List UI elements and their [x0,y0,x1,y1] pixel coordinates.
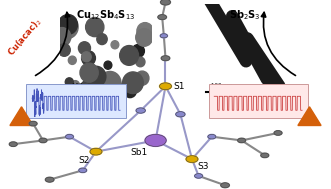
Circle shape [161,0,170,5]
Circle shape [158,15,166,19]
Circle shape [261,153,269,158]
Circle shape [29,121,37,126]
Polygon shape [10,107,33,125]
Circle shape [161,56,170,61]
Circle shape [208,134,216,139]
Circle shape [136,108,145,113]
Circle shape [79,168,87,173]
Polygon shape [298,107,321,125]
FancyBboxPatch shape [26,84,126,118]
Circle shape [160,83,171,90]
Circle shape [90,148,102,155]
Circle shape [238,138,246,143]
FancyBboxPatch shape [209,84,308,118]
Circle shape [160,34,167,38]
Circle shape [9,142,17,146]
Text: S1: S1 [174,82,185,91]
Text: S2: S2 [79,156,90,165]
Circle shape [176,112,185,117]
Text: S3: S3 [197,162,209,171]
Text: Cu(acac)$_2$: Cu(acac)$_2$ [5,15,44,59]
Circle shape [45,177,54,182]
Circle shape [66,134,73,139]
Circle shape [145,134,166,146]
Circle shape [221,183,229,188]
Text: Sb1: Sb1 [130,148,147,157]
Circle shape [186,156,198,163]
Circle shape [39,138,47,143]
Circle shape [274,131,282,135]
Circle shape [195,174,203,178]
